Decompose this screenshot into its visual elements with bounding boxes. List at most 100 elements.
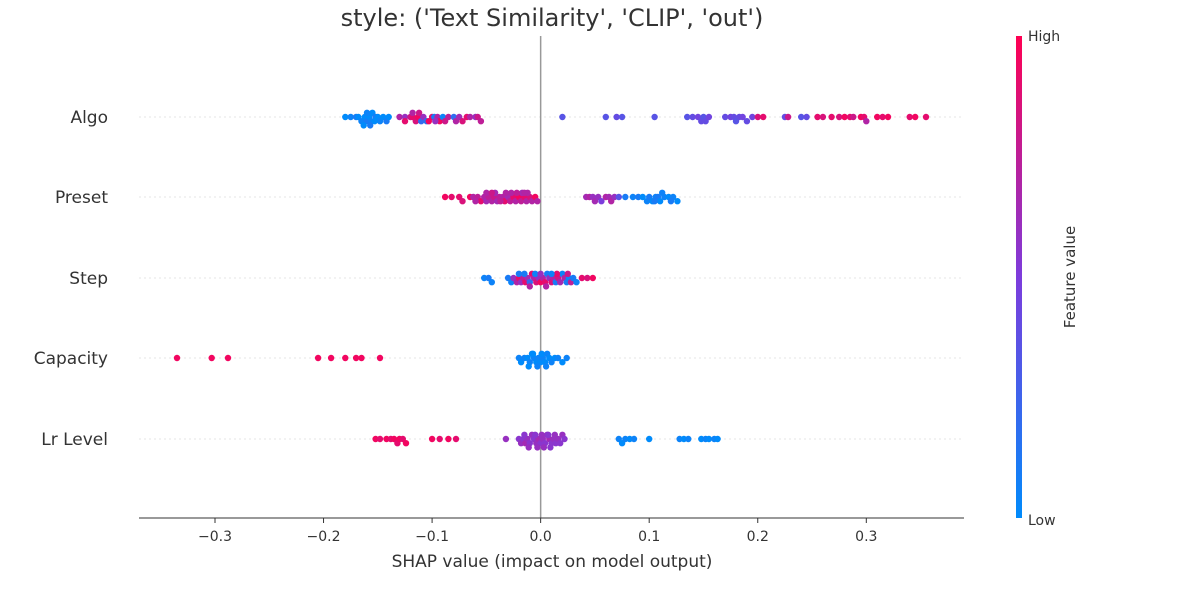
shap-point: [432, 118, 439, 125]
shap-point: [850, 113, 857, 121]
shap-point: [314, 354, 322, 362]
shap-point: [547, 444, 554, 451]
shap-point: [714, 435, 721, 443]
shap-point: [553, 270, 561, 277]
shap-point: [622, 435, 629, 443]
colorbar-high-label: High: [1028, 29, 1060, 45]
shap-point: [367, 122, 374, 129]
shap-point: [651, 198, 658, 205]
shap-point: [483, 189, 490, 196]
shap-point: [613, 113, 620, 121]
shap-point: [784, 113, 792, 121]
shap-point: [208, 354, 215, 362]
shap-point: [466, 113, 474, 121]
shap-point: [798, 113, 805, 121]
shap-point: [441, 193, 449, 201]
x-ticks: −0.3 −0.2 −0.1 0.0 0.1 0.2 0.3: [198, 518, 877, 545]
shap-point: [615, 193, 622, 201]
x-tick-label: −0.1: [415, 529, 449, 545]
shap-point: [598, 198, 605, 205]
shap-point: [525, 363, 532, 370]
shap-point: [879, 113, 886, 121]
shap-point: [705, 113, 713, 121]
shap-point: [836, 113, 843, 121]
shap-point: [396, 113, 403, 121]
shap-point: [559, 113, 566, 121]
shap-point: [814, 113, 821, 121]
x-tick-label: 0.2: [747, 529, 769, 545]
shap-point: [409, 109, 416, 117]
shap-point: [376, 354, 384, 362]
shap-point: [224, 354, 232, 362]
shap-point: [477, 118, 485, 125]
shap-point: [559, 359, 566, 366]
shap-point: [363, 109, 371, 117]
shap-point: [488, 279, 495, 286]
shap-point: [537, 270, 544, 277]
shap-point: [819, 113, 827, 121]
shap-point: [551, 431, 558, 438]
shap-point: [459, 198, 466, 205]
feature-label: Lr Level: [41, 430, 108, 450]
colorbar-title: Feature value: [1061, 226, 1079, 328]
shap-point: [358, 354, 365, 362]
colorbar: [1016, 36, 1022, 518]
shap-point: [521, 189, 528, 196]
shap-point: [415, 109, 423, 117]
shap-point: [722, 113, 729, 121]
shap-point: [618, 113, 626, 121]
shap-point: [372, 435, 379, 443]
shap-point: [573, 279, 580, 286]
shap-point: [526, 283, 533, 290]
shap-point: [584, 274, 591, 282]
shap-point: [589, 274, 596, 282]
shap-point: [445, 113, 452, 121]
feature-label: Capacity: [34, 349, 108, 369]
shap-point: [538, 431, 545, 438]
shap-point: [534, 198, 541, 205]
shap-point: [448, 193, 455, 201]
shap-point: [689, 113, 696, 121]
shap-point: [863, 118, 870, 125]
shap-point: [436, 435, 443, 443]
shap-point: [760, 113, 767, 121]
shap-point: [502, 435, 510, 443]
feature-label: Step: [69, 269, 108, 289]
shap-point: [515, 270, 523, 277]
shap-point: [459, 118, 466, 125]
shap-point: [630, 435, 638, 443]
shap-point: [622, 193, 629, 201]
shap-point: [352, 354, 360, 362]
shap-point: [803, 113, 810, 121]
shap-point: [542, 283, 550, 290]
shap-point: [532, 431, 539, 438]
shap-point: [564, 270, 571, 277]
shap-point: [841, 113, 848, 121]
shap-point: [532, 270, 539, 277]
shap-point: [521, 431, 528, 438]
shap-point: [401, 118, 409, 125]
shap-point: [659, 189, 666, 196]
shap-point: [749, 113, 756, 121]
shap-point: [385, 113, 392, 121]
shap-point: [884, 113, 892, 121]
x-tick-label: −0.3: [198, 529, 232, 545]
shap-point: [538, 350, 545, 357]
shap-point: [705, 435, 713, 443]
x-tick-label: 0.0: [530, 529, 552, 545]
shap-point: [428, 435, 436, 443]
shap-point: [342, 113, 349, 121]
shap-point: [828, 113, 835, 121]
shap-point: [557, 279, 564, 286]
shap-point: [754, 113, 761, 121]
shap-point: [651, 113, 658, 121]
shap-point: [680, 435, 688, 443]
points-layer: [173, 109, 930, 451]
shap-point: [347, 113, 354, 121]
shap-point: [557, 440, 564, 447]
feature-label: Algo: [70, 108, 108, 128]
shap-point: [173, 354, 181, 362]
shap-point: [508, 189, 515, 196]
colorbar-low-label: Low: [1028, 513, 1056, 529]
shap-point: [545, 431, 552, 438]
